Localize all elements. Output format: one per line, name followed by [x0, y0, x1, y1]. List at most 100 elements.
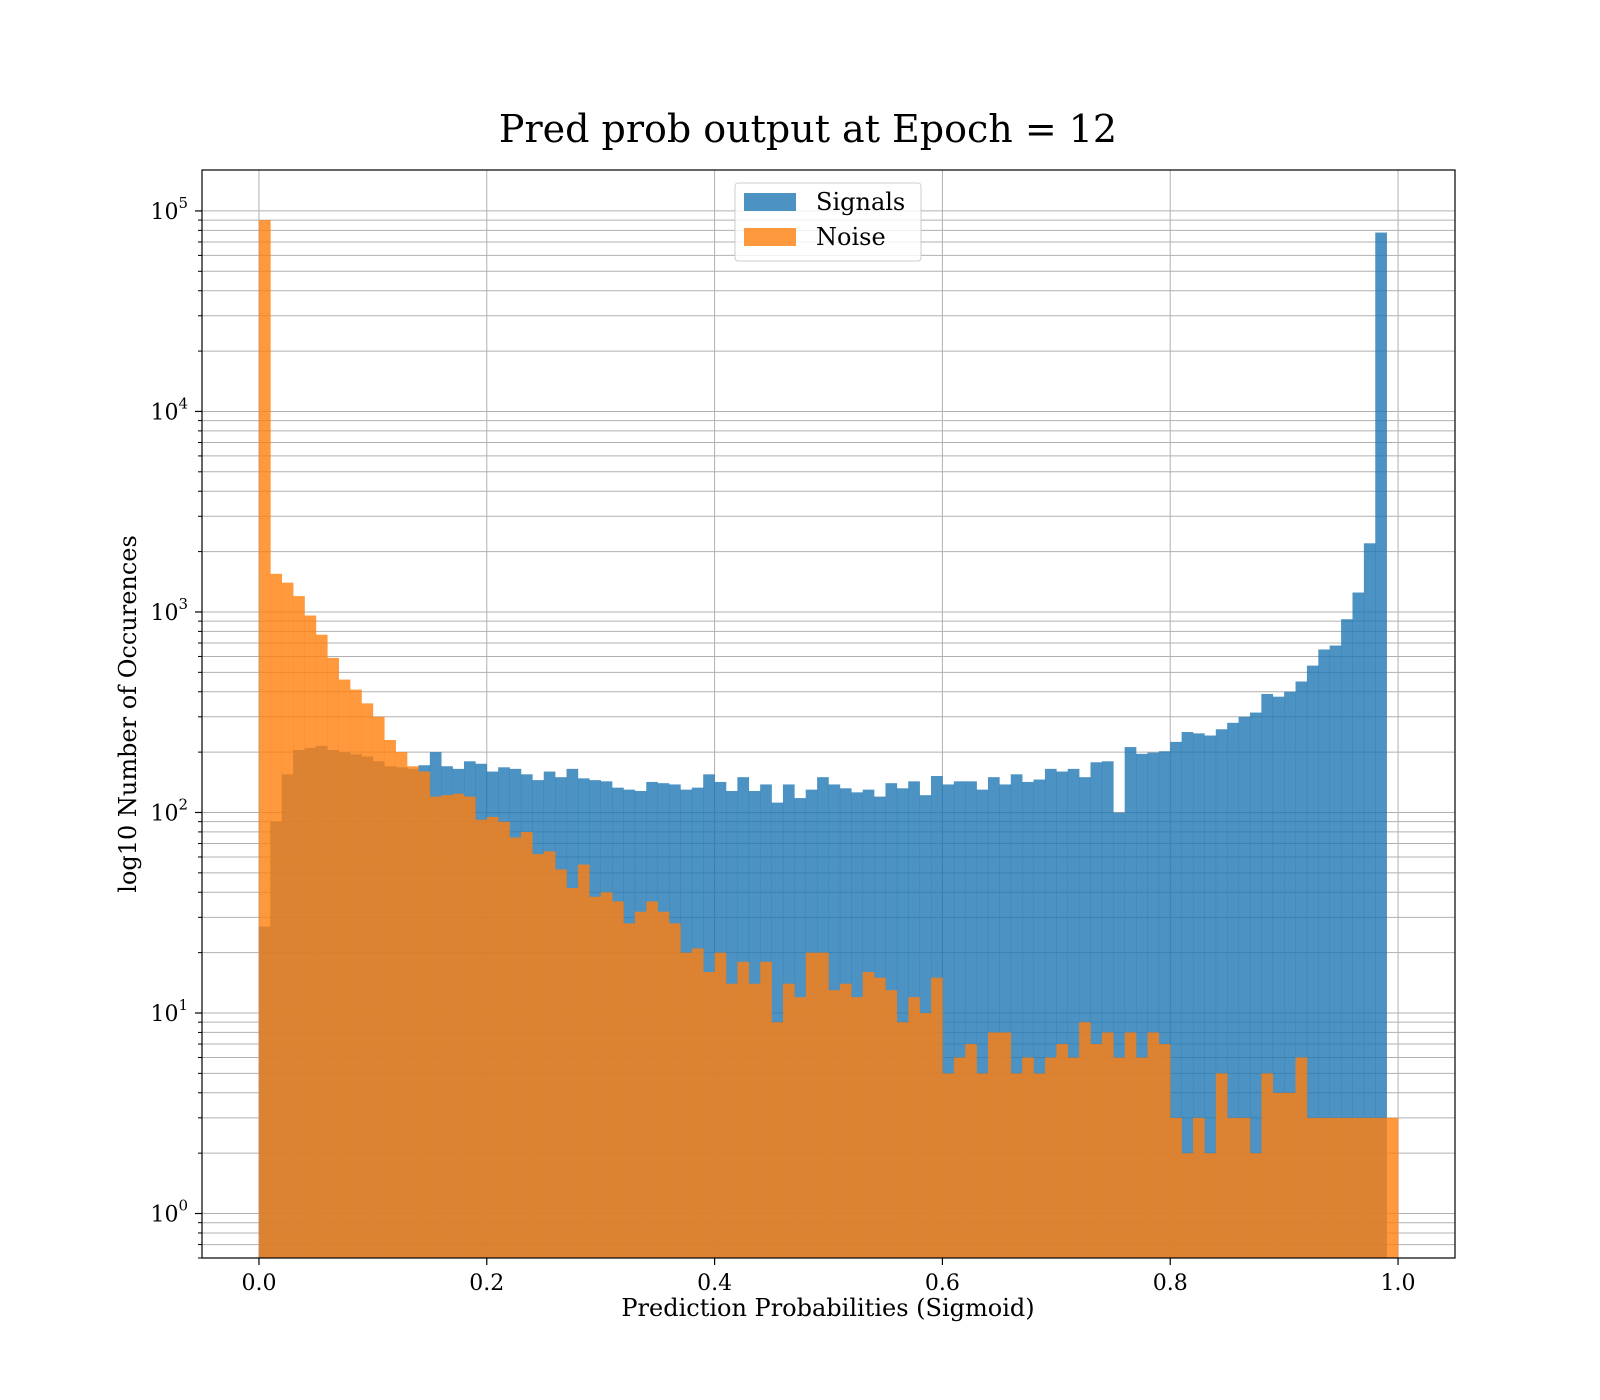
x-axis: 0.0 0.2 0.4 0.6 0.8 1.0	[241, 1258, 1416, 1296]
y-tick-label: 102	[150, 795, 188, 826]
signals-bar	[1101, 761, 1114, 1258]
y-tick-label: 105	[150, 194, 188, 225]
noise-bar	[669, 923, 681, 1258]
noise-bar	[1227, 1117, 1239, 1258]
noise-bar	[475, 819, 488, 1258]
legend-label-noise: Noise	[816, 223, 886, 251]
noise-bar	[760, 961, 772, 1258]
noise-bar	[270, 573, 283, 1258]
noise-bar	[851, 997, 863, 1258]
noise-bar	[429, 796, 442, 1258]
x-tick-label: 0.8	[1153, 1271, 1188, 1296]
signals-bar	[1044, 768, 1057, 1258]
chart-title: Pred prob output at Epoch = 12	[499, 107, 1117, 151]
signals-bar	[1341, 619, 1353, 1258]
noise-bar	[634, 911, 647, 1258]
noise-bar	[1363, 1117, 1376, 1258]
noise-bar	[896, 1022, 909, 1258]
signals-bar	[1261, 693, 1274, 1258]
signals-bar	[1352, 592, 1365, 1258]
noise-bar	[771, 1022, 784, 1258]
signals-bar	[942, 784, 955, 1258]
noise-bar	[258, 220, 271, 1258]
noise-bar	[1124, 1032, 1137, 1258]
x-tick-label: 0.6	[925, 1271, 960, 1296]
legend-label-signals: Signals	[816, 188, 905, 216]
noise-bar	[350, 689, 362, 1258]
signals-bar	[999, 784, 1012, 1258]
signals-bar	[1249, 712, 1262, 1258]
noise-bar	[1056, 1044, 1069, 1258]
noise-bar	[600, 892, 613, 1258]
noise-bar	[1341, 1117, 1353, 1258]
signals-bar	[1136, 753, 1148, 1258]
bars-layer	[258, 220, 1399, 1259]
legend: Signals Noise	[734, 182, 922, 262]
signals-bar	[1147, 752, 1160, 1258]
signals-bar	[1363, 543, 1376, 1258]
noise-bar	[1215, 1073, 1228, 1258]
signals-bar	[1056, 771, 1069, 1258]
noise-bar	[486, 816, 499, 1258]
noise-bar	[327, 657, 339, 1258]
noise-bar	[1318, 1117, 1330, 1258]
noise-bar	[1272, 1092, 1285, 1258]
noise-bar	[520, 831, 533, 1258]
signals-bar	[1067, 768, 1080, 1258]
legend-swatch-noise	[744, 228, 796, 246]
noise-bar	[612, 901, 624, 1258]
noise-bar	[1147, 1032, 1160, 1258]
noise-bar	[1101, 1032, 1114, 1258]
y-tick-label: 103	[150, 595, 188, 626]
series-noise	[258, 220, 1399, 1258]
noise-bar	[680, 952, 693, 1258]
noise-bar	[1113, 1057, 1125, 1258]
noise-bar	[1284, 1092, 1296, 1258]
noise-bar	[395, 752, 408, 1258]
noise-bar	[839, 983, 852, 1258]
noise-bar	[646, 901, 658, 1258]
noise-bar	[953, 1057, 966, 1258]
noise-bar	[1238, 1117, 1251, 1258]
noise-bar	[885, 990, 898, 1258]
signals-bar	[1284, 691, 1296, 1258]
signals-bar	[1090, 762, 1103, 1258]
signals-bar	[1113, 812, 1125, 1258]
noise-bar	[1306, 1117, 1319, 1258]
signals-bar	[1295, 681, 1308, 1258]
noise-bar	[1079, 1022, 1091, 1258]
noise-bar	[919, 1012, 932, 1258]
noise-bar	[1329, 1117, 1342, 1258]
noise-bar	[1033, 1073, 1046, 1258]
signals-bar	[1158, 751, 1171, 1258]
noise-bar	[931, 977, 943, 1258]
legend-swatch-signals	[744, 193, 796, 211]
noise-bar	[577, 864, 590, 1258]
noise-bar	[782, 983, 795, 1258]
noise-bar	[657, 911, 670, 1258]
noise-bar	[372, 716, 385, 1258]
signals-bar	[1170, 741, 1182, 1258]
y-tick-label: 100	[150, 1197, 188, 1228]
noise-bar	[441, 795, 453, 1258]
noise-bar	[293, 596, 305, 1258]
signals-bar	[1238, 716, 1251, 1258]
noise-bar	[543, 851, 556, 1258]
noise-bar	[794, 997, 807, 1258]
noise-bar	[1044, 1057, 1057, 1258]
signals-bar	[1215, 729, 1228, 1258]
noise-bar	[566, 888, 579, 1258]
signals-bar	[1375, 232, 1387, 1259]
noise-bar	[418, 771, 431, 1258]
noise-bar	[691, 948, 704, 1258]
signals-bar	[1022, 781, 1034, 1258]
noise-bar	[1067, 1057, 1080, 1258]
noise-bar	[315, 634, 328, 1258]
noise-bar	[623, 923, 636, 1258]
y-tick-label: 101	[150, 996, 188, 1027]
x-tick-label: 0.0	[241, 1271, 276, 1296]
noise-bar	[874, 977, 886, 1258]
noise-bar	[498, 821, 510, 1258]
signals-bar	[1033, 779, 1046, 1258]
noise-bar	[862, 972, 875, 1258]
